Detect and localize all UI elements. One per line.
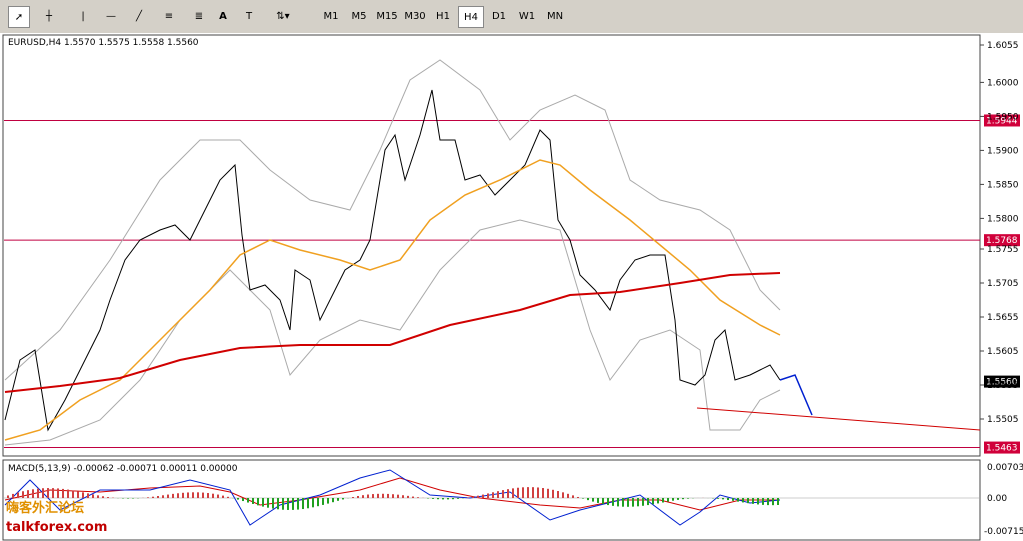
price-axis: 1.6055 1.6000 1.5950 1.5900 1.5850 1.5800 1.57…: [980, 41, 1019, 425]
watermark-title: 嗨客外汇论坛: [6, 500, 84, 516]
timeframe-button[interactable]: M15: [376, 11, 398, 22]
price-level-label: 1.5944: [986, 116, 1018, 126]
price-tick-label: 1.5950: [987, 112, 1019, 122]
chart-window: 1.5944 1.5768 1.5463 1.5560 EURUSD,H4 1.557…: [0, 33, 1023, 541]
macd-signal: [4, 477, 780, 511]
timeframe-button[interactable]: H4: [458, 6, 484, 28]
channel-tool[interactable]: ≡: [164, 11, 174, 22]
price-tick-label: 1.5705: [987, 279, 1019, 289]
macd-axis-label: 0.00703: [987, 463, 1023, 473]
levels: 1.5944 1.5768 1.5463 1.5560: [4, 114, 1020, 454]
bollinger-upper: [4, 59, 781, 381]
text-tool[interactable]: A: [219, 11, 227, 22]
price-line: [4, 89, 781, 432]
price-tick-label: 1.6000: [987, 78, 1019, 88]
macd-axis-label: 0.00: [987, 494, 1007, 504]
hline-tool[interactable]: —: [106, 11, 116, 22]
price-level-label: 1.5768: [986, 236, 1018, 246]
timeframe-button[interactable]: M5: [351, 11, 367, 22]
vline-tool[interactable]: |: [81, 11, 85, 22]
arrows-tool[interactable]: ⇅▾: [276, 11, 290, 22]
timeframe-button[interactable]: MN: [546, 11, 564, 22]
price-tick-label: 1.6055: [987, 41, 1019, 51]
price-level-label: 1.5463: [986, 444, 1018, 454]
macd-header: MACD(5,13,9) -0.00062 -0.00071 0.00011 0…: [8, 464, 238, 474]
current-price-label: 1.5560: [986, 378, 1018, 388]
moving-average-fast: [4, 159, 781, 441]
crosshair-tool[interactable]: ┼: [45, 11, 53, 22]
price-tick-label: 1.5900: [987, 146, 1019, 156]
price-level-box: [984, 234, 1020, 247]
cursor-tool[interactable]: ➚: [8, 6, 30, 28]
timeframe-button[interactable]: W1: [518, 11, 536, 22]
moving-average-slow: [4, 272, 781, 393]
macd-main: [4, 469, 781, 526]
projection-line: [779, 374, 813, 416]
price-tick-label: 1.5655: [987, 313, 1019, 323]
fibo-tool[interactable]: ≣: [194, 11, 204, 22]
toolbar: ➚ ┼ | — ╱ ≡ ≣ A T ⇅▾ M1 M5 M15 M30 H1 H4 D1 W1 M…: [0, 0, 1023, 34]
watermark-site: talkforex.com: [6, 520, 107, 535]
price-tick-label: 1.5755: [987, 245, 1019, 255]
price-level-box: [984, 114, 1020, 127]
price-tick-label: 1.5800: [987, 214, 1019, 224]
bollinger-lower: [4, 219, 781, 446]
chart-header: EURUSD,H4 1.5570 1.5575 1.5558 1.5560: [8, 38, 199, 48]
price-tick-label: 1.5605: [987, 347, 1019, 357]
price-tick-label: 1.5555: [987, 381, 1019, 391]
timeframe-button[interactable]: M1: [323, 11, 339, 22]
current-price-box: [984, 375, 1020, 388]
price-pane: [2, 34, 981, 457]
trend-line: [696, 407, 981, 431]
timeframe-button[interactable]: H1: [436, 11, 450, 22]
macd-axis-label: -0.00715: [984, 527, 1023, 537]
label-tool[interactable]: T: [245, 11, 253, 22]
timeframe-button[interactable]: M30: [404, 11, 426, 22]
trendline-tool[interactable]: ╱: [135, 11, 143, 22]
price-tick-label: 1.5505: [987, 415, 1019, 425]
price-level-box: [984, 441, 1020, 454]
macd-pane: [2, 459, 981, 541]
timeframe-button[interactable]: D1: [491, 11, 507, 22]
price-tick-label: 1.5850: [987, 180, 1019, 190]
